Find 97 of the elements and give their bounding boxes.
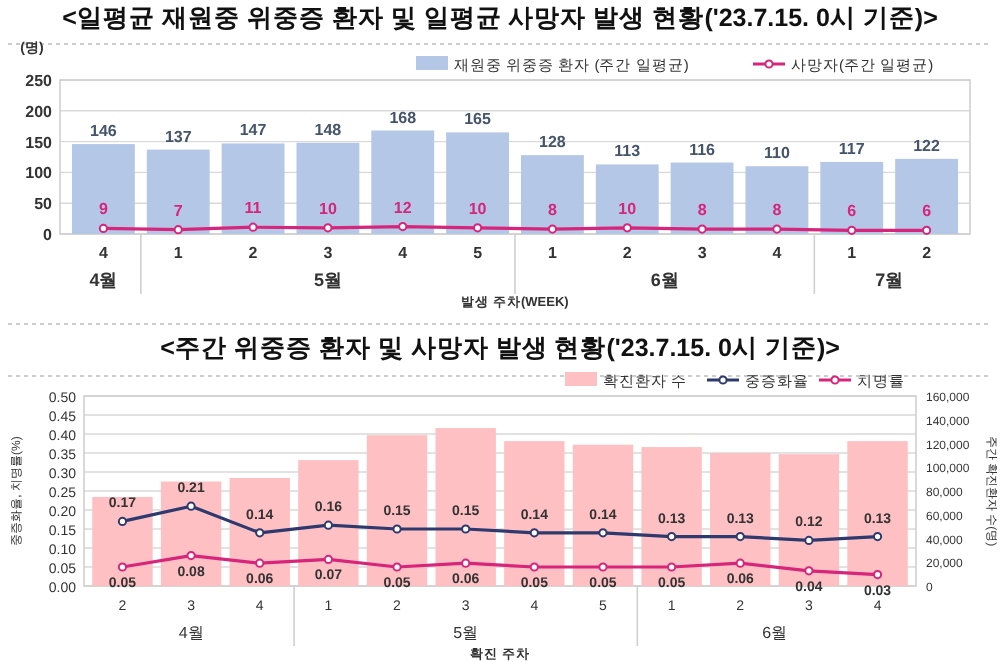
bar [670, 162, 734, 234]
data-label: 7 [173, 201, 184, 220]
data-label: 165 [464, 110, 493, 129]
point [255, 528, 265, 538]
data-label: 116 [689, 140, 717, 159]
point [667, 562, 677, 572]
bar [71, 144, 135, 234]
data-label: 122 [913, 136, 942, 155]
point [392, 524, 402, 534]
point [392, 562, 402, 572]
x-tick-label: 4 [398, 244, 409, 262]
point [461, 524, 471, 534]
y-tick-label: 150 [25, 133, 54, 152]
bar [446, 132, 510, 234]
bar [504, 441, 565, 586]
bar [520, 155, 584, 234]
point [461, 558, 471, 568]
x-tick-label: 3 [697, 244, 708, 262]
point [186, 501, 196, 511]
x-tick-label: 2 [622, 244, 633, 262]
data-label: 128 [539, 133, 567, 152]
data-label: 8 [772, 201, 783, 220]
point [667, 532, 677, 542]
point [872, 532, 883, 542]
point [323, 520, 333, 530]
chart-title: <일평균 재원중 위중증 환자 및 일평균 사망자 발생 현황('23.7.15. 0시 기준)> [62, 4, 938, 32]
bar [847, 441, 908, 586]
y-tick-label: 200 [25, 102, 54, 121]
point [735, 532, 745, 542]
point [186, 551, 196, 561]
data-label: 8 [697, 201, 708, 220]
x-tick-label: 2 [922, 244, 933, 262]
point [804, 566, 814, 576]
point [872, 570, 883, 580]
bar [710, 453, 771, 586]
bar [572, 444, 634, 586]
point [323, 554, 333, 564]
data-label: 6 [847, 202, 858, 221]
data-label: 10 [468, 199, 488, 218]
bar [298, 460, 359, 586]
point [804, 535, 814, 545]
data-label: 146 [90, 122, 118, 141]
data-label: 10 [618, 199, 638, 218]
bar [745, 166, 809, 234]
data-label: 11 [244, 199, 263, 218]
bar [146, 149, 210, 234]
data-label: 168 [389, 108, 418, 127]
text: 6월 [762, 624, 788, 642]
point [529, 562, 539, 572]
bar [296, 142, 360, 234]
point [735, 558, 745, 568]
text: 5월 [313, 270, 342, 290]
point [255, 558, 265, 568]
text: 4월 [178, 624, 204, 642]
data-label: 8 [547, 201, 558, 220]
data-label: 12 [393, 198, 413, 217]
point [529, 528, 539, 538]
bar [366, 435, 428, 586]
bar [595, 164, 659, 234]
data-label: 147 [239, 121, 268, 140]
x-tick-label: 1 [847, 244, 858, 262]
x-tick-label: 1 [547, 244, 558, 262]
data-label: 9 [98, 200, 109, 219]
bar [820, 161, 884, 234]
x-tick-label: 3 [323, 244, 334, 262]
x-tick-label: 1 [173, 244, 184, 262]
y-tick-label: 250 [25, 72, 54, 90]
y-tick-label: 0 [43, 226, 54, 244]
bar [221, 143, 285, 234]
x-tick-label: 4 [98, 244, 109, 262]
x-tick-label: 2 [248, 244, 259, 262]
bar [92, 496, 153, 586]
data-label: 10 [319, 199, 338, 218]
x-tick-label: 4 [772, 244, 783, 262]
bar [229, 477, 290, 586]
y-tick-label: 50 [34, 195, 54, 214]
y-tick-label: 100 [25, 164, 54, 183]
bar [435, 428, 496, 586]
data-label: 148 [314, 120, 343, 139]
bar [895, 158, 959, 234]
point [598, 528, 608, 538]
text: 6월 [650, 270, 679, 290]
bar [641, 447, 702, 586]
bar [371, 130, 435, 234]
data-label: 110 [764, 144, 791, 163]
point [117, 516, 128, 526]
data-label: 137 [164, 127, 193, 146]
text: 5월 [453, 624, 479, 642]
chart-title: <주간 위중증 환자 및 사망자 발생 현황('23.7.15. 0시 기준)> [160, 334, 840, 362]
x-tick-label: 5 [473, 244, 484, 262]
data-label: 117 [838, 139, 866, 158]
point [117, 562, 128, 572]
data-label: 6 [922, 202, 933, 221]
point [598, 562, 608, 572]
text: 4월 [89, 270, 118, 290]
data-label: 113 [614, 142, 642, 161]
text: 7월 [875, 270, 904, 290]
